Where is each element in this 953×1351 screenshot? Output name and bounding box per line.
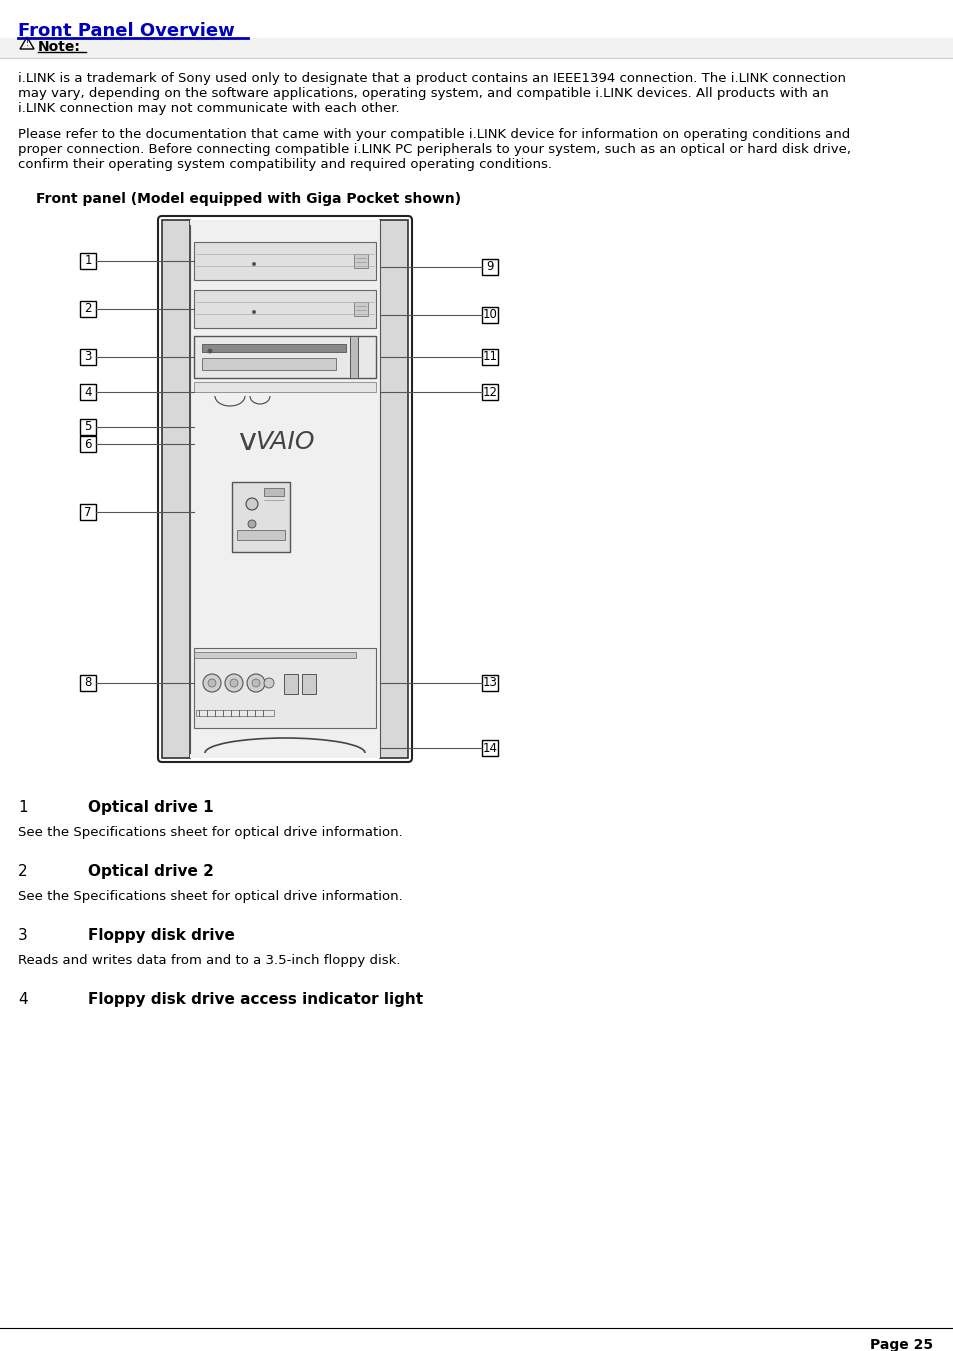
- Text: 6: 6: [84, 438, 91, 450]
- Bar: [302, 674, 315, 694]
- Bar: [195, 711, 274, 716]
- Circle shape: [252, 680, 260, 688]
- Circle shape: [203, 674, 221, 692]
- Text: 11: 11: [482, 350, 497, 363]
- Text: 2: 2: [84, 303, 91, 316]
- Bar: [236, 530, 285, 540]
- Bar: [0, 38, 953, 58]
- Text: 9: 9: [486, 261, 494, 273]
- Text: 7: 7: [84, 505, 91, 519]
- Bar: [80, 301, 96, 317]
- Circle shape: [252, 309, 255, 313]
- Bar: [232, 482, 290, 553]
- Bar: [193, 242, 375, 280]
- Text: 8: 8: [84, 677, 91, 689]
- Bar: [264, 488, 284, 496]
- Bar: [202, 358, 335, 370]
- Circle shape: [248, 520, 255, 528]
- Text: Optical drive 1: Optical drive 1: [88, 800, 213, 815]
- Bar: [162, 220, 190, 758]
- Bar: [80, 504, 96, 520]
- Circle shape: [230, 680, 237, 688]
- Text: Please refer to the documentation that came with your compatible i.LINK device f: Please refer to the documentation that c…: [18, 128, 850, 172]
- Bar: [202, 345, 346, 353]
- Text: Reads and writes data from and to a 3.5-inch floppy disk.: Reads and writes data from and to a 3.5-…: [18, 954, 400, 967]
- Bar: [193, 336, 375, 378]
- Text: !: !: [26, 38, 29, 47]
- Bar: [80, 349, 96, 365]
- Bar: [284, 674, 297, 694]
- Text: 3: 3: [18, 928, 28, 943]
- Text: 13: 13: [482, 677, 497, 689]
- Circle shape: [247, 674, 265, 692]
- Bar: [354, 254, 368, 267]
- Text: 10: 10: [482, 308, 497, 322]
- Bar: [481, 676, 497, 690]
- Bar: [481, 349, 497, 365]
- Circle shape: [246, 499, 257, 509]
- Bar: [193, 382, 375, 392]
- Text: 5: 5: [84, 420, 91, 434]
- Circle shape: [264, 678, 274, 688]
- Text: Note:: Note:: [38, 41, 81, 54]
- Text: See the Specifications sheet for optical drive information.: See the Specifications sheet for optical…: [18, 890, 402, 902]
- Bar: [193, 653, 355, 658]
- Text: Floppy disk drive: Floppy disk drive: [88, 928, 234, 943]
- Text: 14: 14: [482, 742, 497, 754]
- Bar: [481, 259, 497, 276]
- Text: Front panel (Model equipped with Giga Pocket shown): Front panel (Model equipped with Giga Po…: [36, 192, 460, 205]
- Circle shape: [252, 262, 255, 266]
- Bar: [481, 740, 497, 757]
- Bar: [80, 676, 96, 690]
- Circle shape: [225, 674, 243, 692]
- Bar: [193, 648, 375, 728]
- Circle shape: [208, 349, 213, 354]
- Bar: [80, 253, 96, 269]
- Bar: [354, 303, 368, 316]
- Text: Floppy disk drive access indicator light: Floppy disk drive access indicator light: [88, 992, 423, 1006]
- Text: Front Panel Overview: Front Panel Overview: [18, 22, 234, 41]
- Text: v: v: [237, 427, 255, 457]
- Text: 3: 3: [84, 350, 91, 363]
- Text: 1: 1: [18, 800, 28, 815]
- Bar: [80, 384, 96, 400]
- Text: 1: 1: [84, 254, 91, 267]
- Text: 2: 2: [18, 865, 28, 880]
- Text: 4: 4: [84, 385, 91, 399]
- Bar: [80, 419, 96, 435]
- Bar: [481, 384, 497, 400]
- Bar: [350, 336, 357, 378]
- Bar: [193, 290, 375, 328]
- Text: VAIO: VAIO: [255, 430, 314, 454]
- Text: Page 25: Page 25: [869, 1337, 932, 1351]
- Bar: [379, 220, 408, 758]
- Text: See the Specifications sheet for optical drive information.: See the Specifications sheet for optical…: [18, 825, 402, 839]
- Bar: [481, 307, 497, 323]
- Bar: [190, 220, 379, 758]
- Text: i.LINK is a trademark of Sony used only to designate that a product contains an : i.LINK is a trademark of Sony used only …: [18, 72, 845, 115]
- Text: Optical drive 2: Optical drive 2: [88, 865, 213, 880]
- Text: 12: 12: [482, 385, 497, 399]
- Circle shape: [208, 680, 215, 688]
- Text: 4: 4: [18, 992, 28, 1006]
- Bar: [80, 436, 96, 453]
